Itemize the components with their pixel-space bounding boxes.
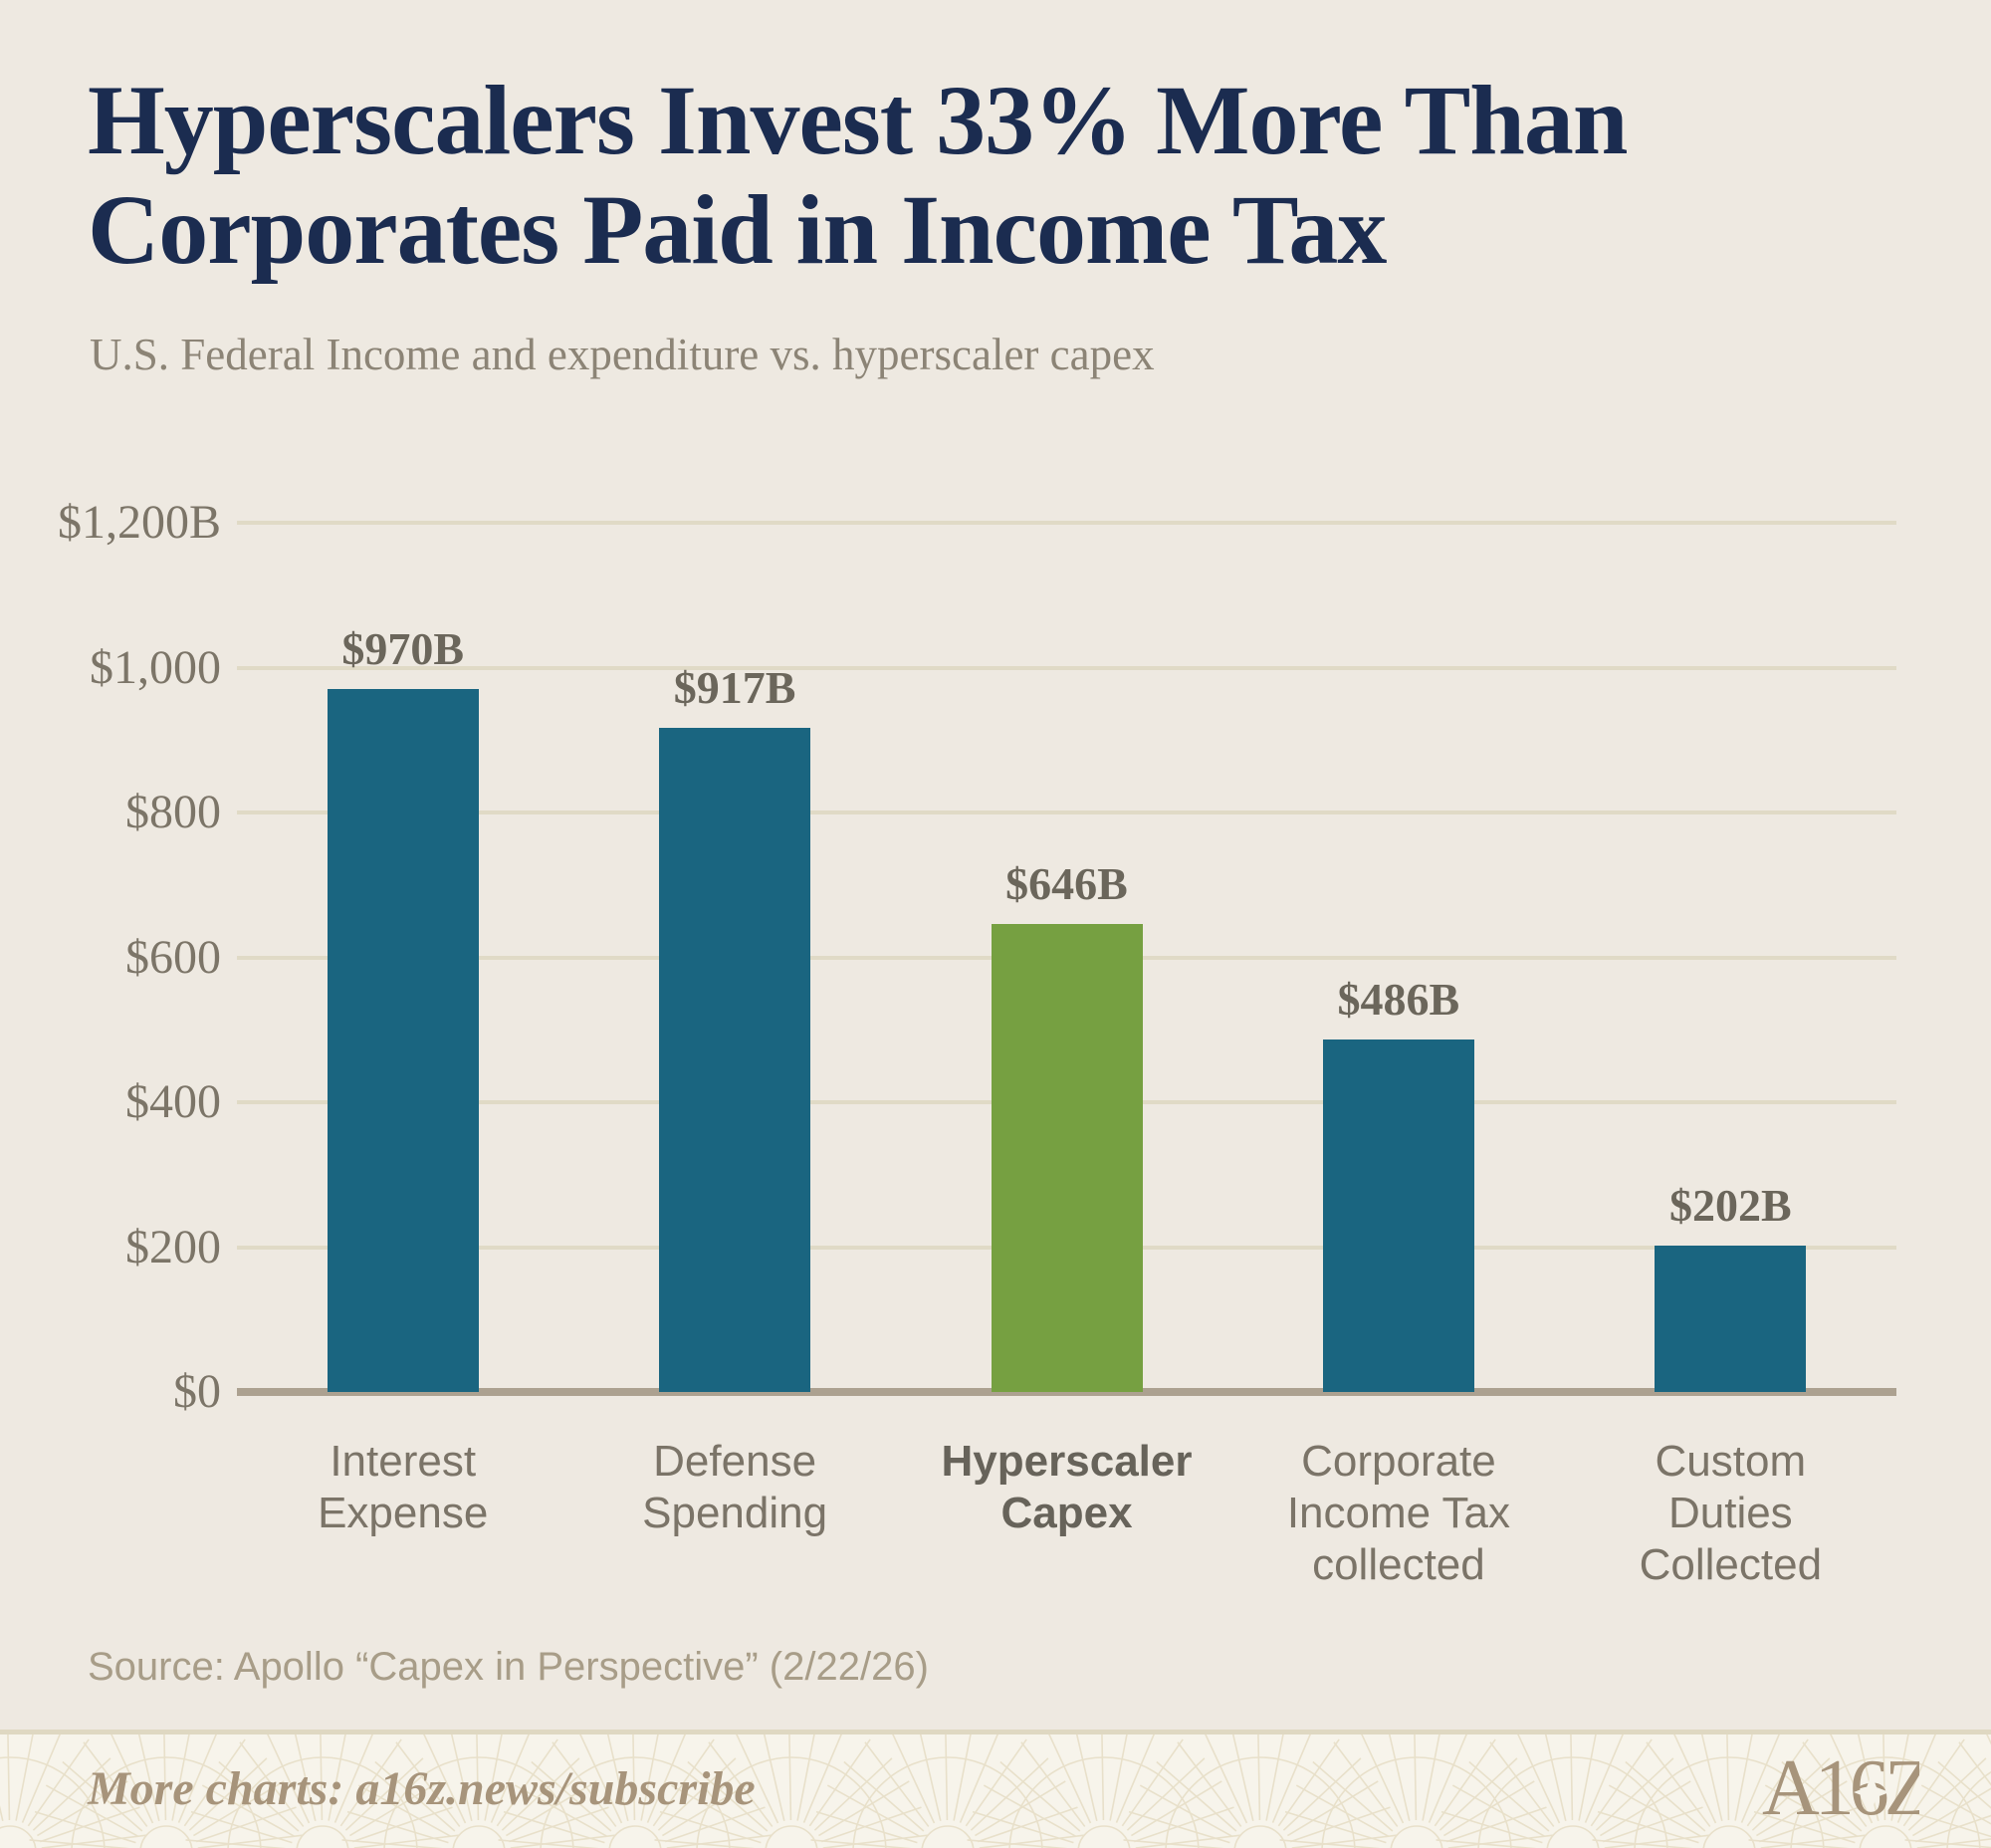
x-axis-labels: Interest Expense Defense Spending Hypersca… bbox=[237, 1436, 1896, 1591]
bar-2 bbox=[991, 924, 1143, 1392]
a16z-logo-text: A16Z bbox=[1762, 1750, 1919, 1830]
bar-value-label-0: $970B bbox=[341, 623, 465, 675]
y-tick-label-400: $400 bbox=[125, 1075, 221, 1128]
x-category-label-0: Interest Expense bbox=[318, 1437, 489, 1537]
fan-motif bbox=[1592, 1734, 1867, 1848]
y-axis-labels: $0 $200 $400 $600 $800 $1,000 $1,200B bbox=[0, 496, 221, 1418]
fan-motif bbox=[1904, 1734, 1991, 1848]
x-axis-baseline bbox=[237, 1388, 1896, 1396]
y-tick-label-0: $0 bbox=[173, 1365, 221, 1418]
y-tick-label-200: $200 bbox=[125, 1220, 221, 1273]
bar-value-label-1: $917B bbox=[673, 661, 796, 713]
fan-motif bbox=[1123, 1734, 1398, 1848]
y-tick-label-800: $800 bbox=[125, 786, 221, 838]
bar-chart-plot-area: $970B $917B $646B $486B $202B bbox=[237, 521, 1896, 1396]
bar-0 bbox=[327, 689, 479, 1392]
gridline-1200 bbox=[237, 521, 1896, 525]
fan-motif bbox=[0, 1734, 147, 1848]
page-title: Hyperscalers Invest 33% More Than Corpor… bbox=[88, 65, 1629, 285]
bar-1 bbox=[659, 727, 811, 1392]
x-category-label-2: Hyperscaler Capex bbox=[941, 1437, 1193, 1537]
source-note: Source: Apollo “Capex in Perspective” (2… bbox=[88, 1645, 929, 1689]
footer-subscribe-link[interactable]: More charts: a16z.news/subscribe bbox=[88, 1762, 756, 1815]
fan-motif bbox=[654, 1734, 929, 1848]
fan-motif bbox=[29, 1734, 304, 1848]
page-subtitle: U.S. Federal Income and expenditure vs. … bbox=[90, 330, 1155, 379]
a16z-logo: A16Z bbox=[1760, 1744, 1934, 1835]
footer-deco-pattern bbox=[0, 1734, 1991, 1848]
y-tick-label-1200: $1,200B bbox=[57, 496, 221, 549]
x-category-label-3: Corporate Income Tax collected bbox=[1286, 1437, 1511, 1589]
a16z-logo-star bbox=[1854, 1774, 1889, 1810]
fan-motif bbox=[810, 1734, 1085, 1848]
x-category-label-4: Custom Duties Collected bbox=[1639, 1437, 1823, 1589]
fan-motif bbox=[498, 1734, 773, 1848]
fan-motif bbox=[341, 1734, 616, 1848]
gridline-800 bbox=[237, 810, 1896, 814]
y-tick-label-600: $600 bbox=[125, 930, 221, 984]
bar-3 bbox=[1322, 1040, 1474, 1392]
x-category-label-1: Defense Spending bbox=[642, 1437, 828, 1537]
gridline-1000 bbox=[237, 665, 1896, 670]
bar-4 bbox=[1655, 1246, 1807, 1392]
a16z-logo-svg: A16Z bbox=[1762, 1744, 1934, 1832]
footer-bar: More charts: a16z.news/subscribe A16Z bbox=[0, 1730, 1991, 1848]
fan-motif bbox=[185, 1734, 460, 1848]
fan-motif bbox=[1436, 1734, 1710, 1848]
bar-value-label-4: $202B bbox=[1668, 1180, 1792, 1232]
y-tick-label-1000: $1,000 bbox=[90, 640, 221, 694]
bar-value-label-3: $486B bbox=[1337, 974, 1460, 1026]
bar-value-label-2: $646B bbox=[1005, 858, 1128, 910]
